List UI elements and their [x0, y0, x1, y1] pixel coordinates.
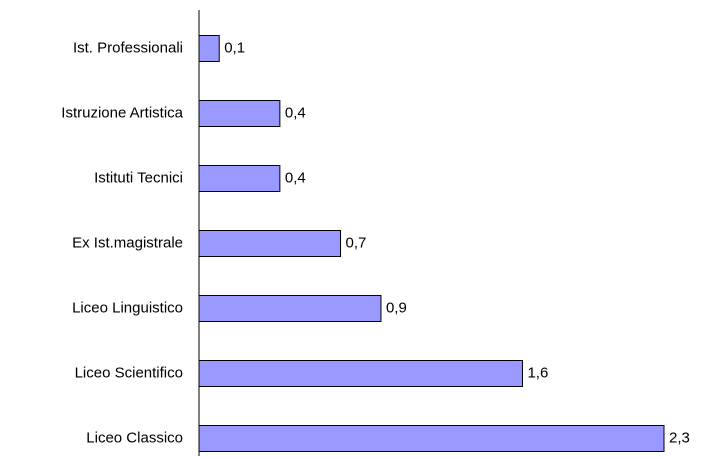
- category-label: Ist. Professionali: [73, 39, 183, 56]
- value-label: 0,7: [346, 234, 367, 251]
- bar: [198, 425, 665, 452]
- bar: [198, 360, 523, 387]
- category-label: Liceo Scientifico: [75, 364, 183, 381]
- category-label: Liceo Classico: [86, 429, 183, 446]
- value-label: 2,3: [669, 429, 690, 446]
- category-label: Istituti Tecnici: [94, 169, 183, 186]
- value-label: 0,4: [285, 169, 306, 186]
- value-label: 1,6: [527, 364, 548, 381]
- value-label: 0,1: [224, 39, 245, 56]
- bar: [198, 35, 220, 62]
- bar: [198, 100, 281, 127]
- bar: [198, 230, 342, 257]
- category-label: Istruzione Artistica: [61, 104, 183, 121]
- bar: [198, 295, 382, 322]
- value-label: 0,9: [386, 299, 407, 316]
- category-label: Liceo Linguistico: [72, 299, 183, 316]
- category-label: Ex Ist.magistrale: [72, 234, 183, 251]
- bar: [198, 165, 281, 192]
- value-label: 0,4: [285, 104, 306, 121]
